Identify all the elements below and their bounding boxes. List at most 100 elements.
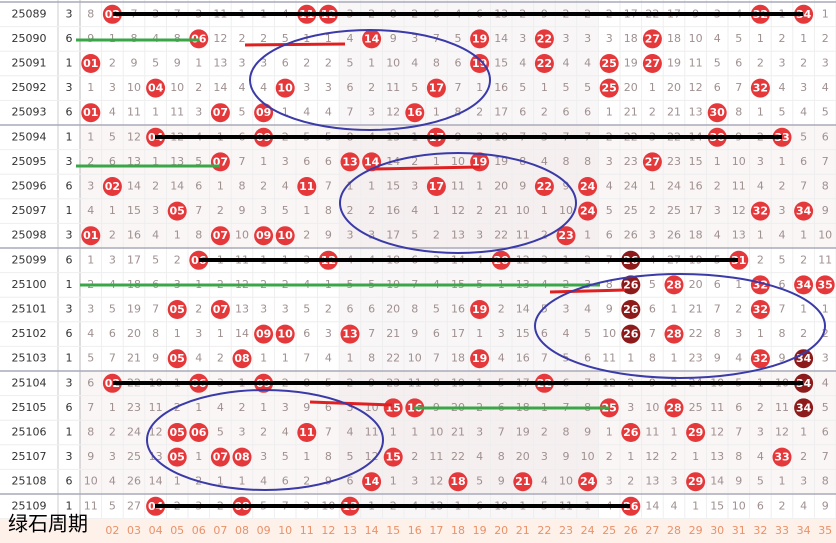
ball (383, 447, 403, 467)
ball-number: 19 (472, 57, 487, 70)
ball-number: 25 (602, 57, 617, 70)
ball-number: 21 (515, 475, 530, 488)
miss-count: 2 (476, 204, 483, 217)
miss-count: 1 (390, 426, 397, 439)
miss-count: 4 (779, 229, 786, 242)
ball-number: 34 (796, 278, 812, 291)
miss-count: 10 (235, 229, 249, 242)
period: 25103 (12, 352, 47, 365)
miss-count: 9 (519, 180, 526, 193)
miss-count: 4 (325, 352, 332, 365)
ball (707, 103, 727, 123)
miss-count: 1 (800, 426, 807, 439)
miss-count: 1 (714, 155, 721, 168)
miss-count: 4 (757, 450, 764, 463)
miss-count: 1 (174, 475, 181, 488)
ball-number: 28 (666, 278, 681, 291)
miss-count: 14 (213, 81, 227, 94)
footer-number: 04 (149, 524, 163, 537)
miss-count: 1 (627, 352, 634, 365)
miss-count: 2 (152, 180, 159, 193)
miss-count: 1 (541, 204, 548, 217)
miss-count: 21 (127, 352, 141, 365)
miss-count: 11 (149, 401, 163, 414)
miss-count: 1 (822, 7, 829, 20)
miss-count: 4 (822, 81, 829, 94)
count: 1 (66, 278, 73, 291)
miss-count: 6 (303, 155, 310, 168)
red-line (549, 288, 626, 294)
miss-count: 5 (109, 499, 116, 512)
ball (556, 226, 576, 246)
miss-count: 8 (649, 352, 656, 365)
miss-count: 2 (476, 106, 483, 119)
footer-number: 26 (624, 524, 638, 537)
ball (340, 324, 360, 344)
miss-count: 5 (476, 475, 483, 488)
footer-number: 14 (365, 524, 379, 537)
ball-number: 05 (170, 205, 185, 218)
miss-count: 9 (131, 57, 138, 70)
miss-count: 9 (822, 499, 829, 512)
miss-count: 1 (692, 499, 699, 512)
ball-number: 07 (213, 451, 228, 464)
period: 25092 (12, 81, 47, 94)
miss-count: 4 (325, 106, 332, 119)
ball-number: 05 (170, 352, 185, 365)
miss-count: 1 (368, 57, 375, 70)
miss-count: 19 (667, 57, 681, 70)
miss-count: 16 (127, 229, 141, 242)
ball-number: 28 (666, 401, 681, 414)
ball-number: 02 (105, 8, 120, 21)
ball-number: 35 (818, 278, 833, 291)
ball (621, 275, 641, 295)
ball-number: 27 (645, 155, 660, 168)
ball (664, 398, 684, 418)
miss-count: 14 (645, 499, 659, 512)
miss-count: 8 (368, 352, 375, 365)
miss-count: 22 (451, 450, 465, 463)
miss-count: 7 (303, 352, 310, 365)
miss-count: 9 (303, 401, 310, 414)
miss-count: 12 (451, 204, 465, 217)
miss-count: 4 (541, 155, 548, 168)
miss-count: 4 (735, 352, 742, 365)
miss-count: 1 (260, 352, 267, 365)
miss-count: 2 (347, 204, 354, 217)
miss-count: 1 (800, 229, 807, 242)
ball (621, 496, 641, 516)
miss-count: 2 (627, 475, 634, 488)
ball-number: 29 (688, 426, 703, 439)
miss-count: 3 (347, 401, 354, 414)
miss-count: 5 (195, 155, 202, 168)
miss-count: 11 (818, 253, 832, 266)
miss-count: 19 (624, 57, 638, 70)
ball (815, 275, 835, 295)
miss-count: 3 (714, 204, 721, 217)
ball-number: 07 (213, 303, 228, 316)
miss-count: 5 (714, 57, 721, 70)
miss-count: 14 (170, 180, 184, 193)
miss-count: 7 (195, 204, 202, 217)
ball-number: 32 (753, 352, 768, 365)
period: 25108 (12, 475, 47, 488)
ball-number: 25 (602, 82, 617, 95)
ball (794, 398, 814, 418)
footer-number: 29 (689, 524, 703, 537)
ball-number: 32 (753, 303, 768, 316)
miss-count: 6 (347, 81, 354, 94)
miss-count: 12 (213, 32, 227, 45)
miss-count: 3 (239, 426, 246, 439)
miss-count: 9 (563, 180, 570, 193)
miss-count: 9 (714, 352, 721, 365)
miss-count: 1 (260, 401, 267, 414)
count: 3 (66, 450, 73, 463)
miss-count: 6 (735, 57, 742, 70)
miss-count: 10 (602, 327, 616, 340)
miss-count: 10 (516, 204, 530, 217)
miss-count: 4 (519, 57, 526, 70)
miss-count: 2 (822, 32, 829, 45)
miss-count: 12 (149, 426, 163, 439)
miss-count: 3 (735, 327, 742, 340)
